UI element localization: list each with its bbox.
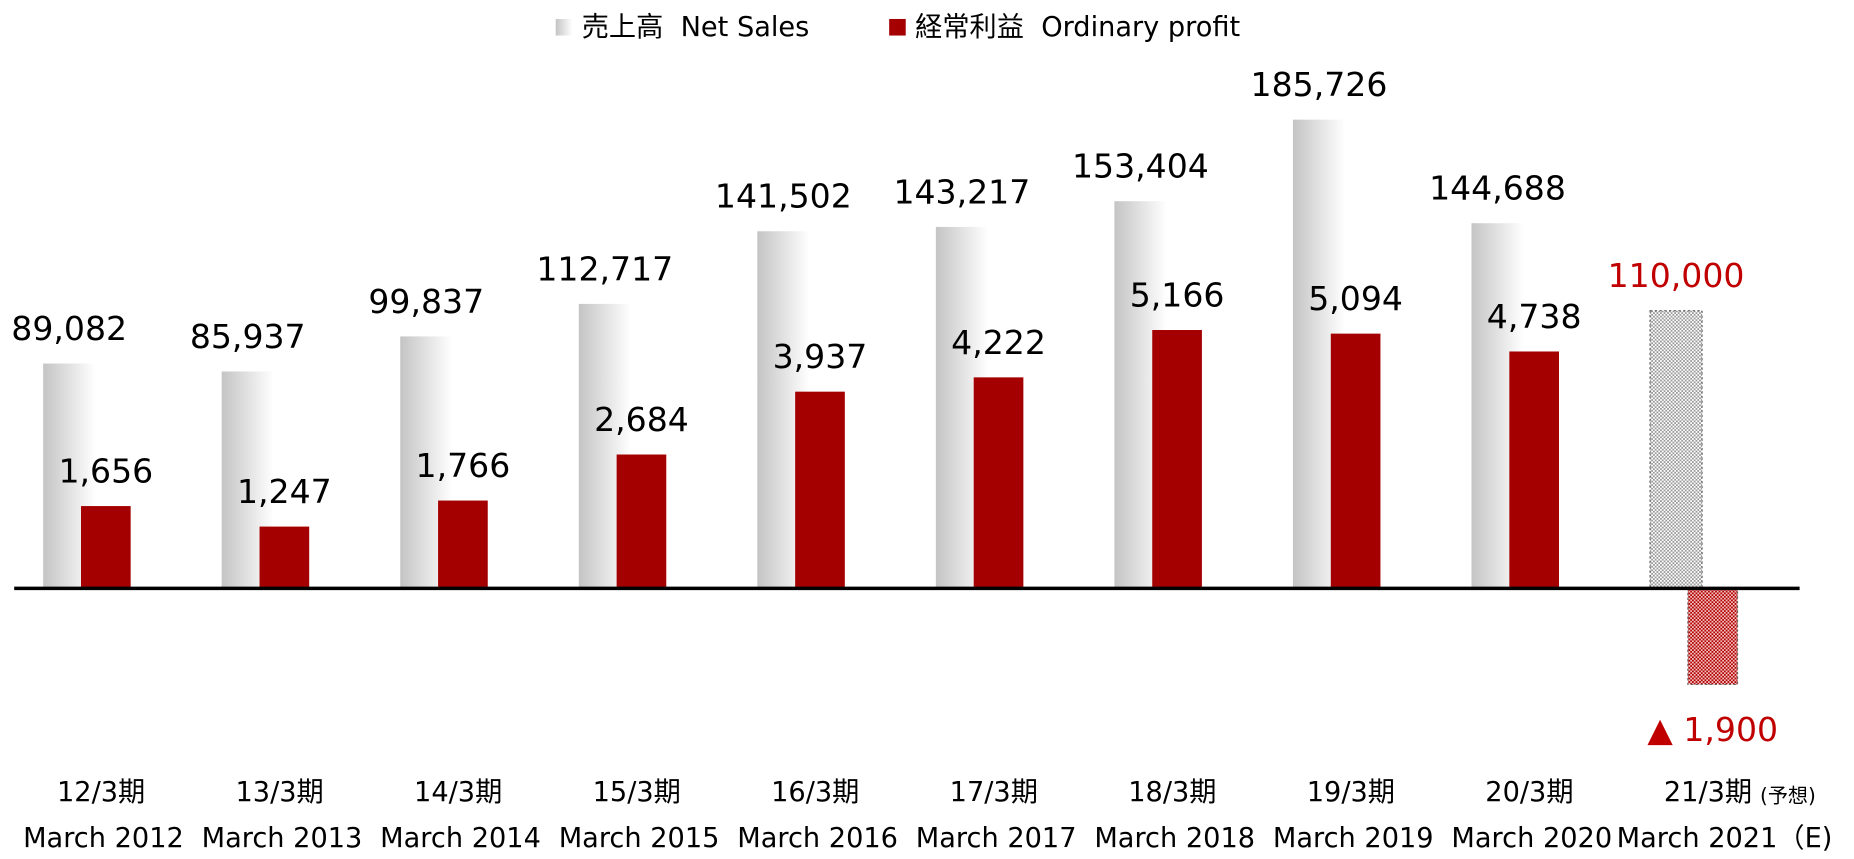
bar (259, 526, 310, 590)
legend-swatch (889, 18, 906, 36)
x-tick-sublabel: March 2016 (737, 823, 898, 854)
x-tick-label: 19/3期 (1307, 777, 1395, 808)
x-tick-sublabel: March 2021（E) (1617, 823, 1833, 854)
bar (438, 500, 488, 590)
bar (795, 391, 845, 590)
bar (1152, 330, 1202, 590)
value-label: 2,684 (594, 400, 689, 439)
legend-label: 経常利益 Ordinary profit (915, 12, 1240, 43)
x-tick-sublabel: March 2017 (916, 823, 1077, 854)
x-tick-label: 21/3期 (1664, 777, 1752, 808)
bar (1330, 333, 1381, 590)
x-tick-label: 16/3期 (771, 777, 859, 808)
value-label: 4,222 (951, 323, 1046, 362)
bar (1649, 310, 1703, 589)
x-tick-label: 18/3期 (1128, 777, 1216, 808)
value-label: 153,404 (1072, 147, 1209, 186)
x-tick-sublabel: March 2012 (23, 823, 184, 854)
value-label: 5,094 (1308, 279, 1403, 318)
bar (1687, 588, 1739, 686)
x-tick-label: 15/3期 (593, 777, 681, 808)
bar (973, 377, 1024, 590)
x-tick-sublabel: March 2013 (202, 823, 363, 854)
value-label: 143,217 (893, 172, 1030, 211)
value-label: 89,082 (11, 309, 127, 348)
x-tick-sublabel: March 2015 (559, 823, 720, 854)
value-label: 1,766 (416, 446, 511, 485)
value-label: 144,688 (1429, 169, 1566, 208)
x-tick-sublabel: March 2020 (1451, 823, 1612, 854)
x-tick-label: 12/3期 (57, 777, 145, 808)
value-label: 185,726 (1251, 65, 1388, 104)
value-label: 85,937 (190, 317, 306, 356)
x-tick-label: 13/3期 (236, 777, 324, 808)
value-label: ▲ 1,900 (1647, 710, 1778, 749)
value-label: 1,656 (58, 451, 153, 490)
bar (1509, 351, 1559, 590)
value-label: 112,717 (536, 249, 673, 288)
legend-swatch (555, 18, 573, 36)
category-note: (予想) (1760, 783, 1816, 807)
value-label: 110,000 (1608, 256, 1745, 295)
value-label: 3,937 (773, 337, 868, 376)
x-tick-label: 20/3期 (1485, 777, 1573, 808)
value-label: 5,166 (1130, 275, 1225, 314)
value-label: 4,738 (1487, 297, 1582, 336)
bar (616, 454, 667, 590)
x-tick-sublabel: March 2018 (1094, 823, 1255, 854)
value-label: 141,502 (715, 177, 852, 216)
bar (80, 506, 131, 590)
x-tick-label: 14/3期 (414, 777, 502, 808)
value-label: 1,247 (237, 472, 332, 511)
x-tick-label: 17/3期 (950, 777, 1038, 808)
legend-label: 売上高 Net Sales (582, 12, 810, 43)
value-label: 99,837 (368, 282, 484, 321)
x-tick-sublabel: March 2019 (1273, 823, 1434, 854)
x-tick-sublabel: March 2014 (380, 823, 541, 854)
